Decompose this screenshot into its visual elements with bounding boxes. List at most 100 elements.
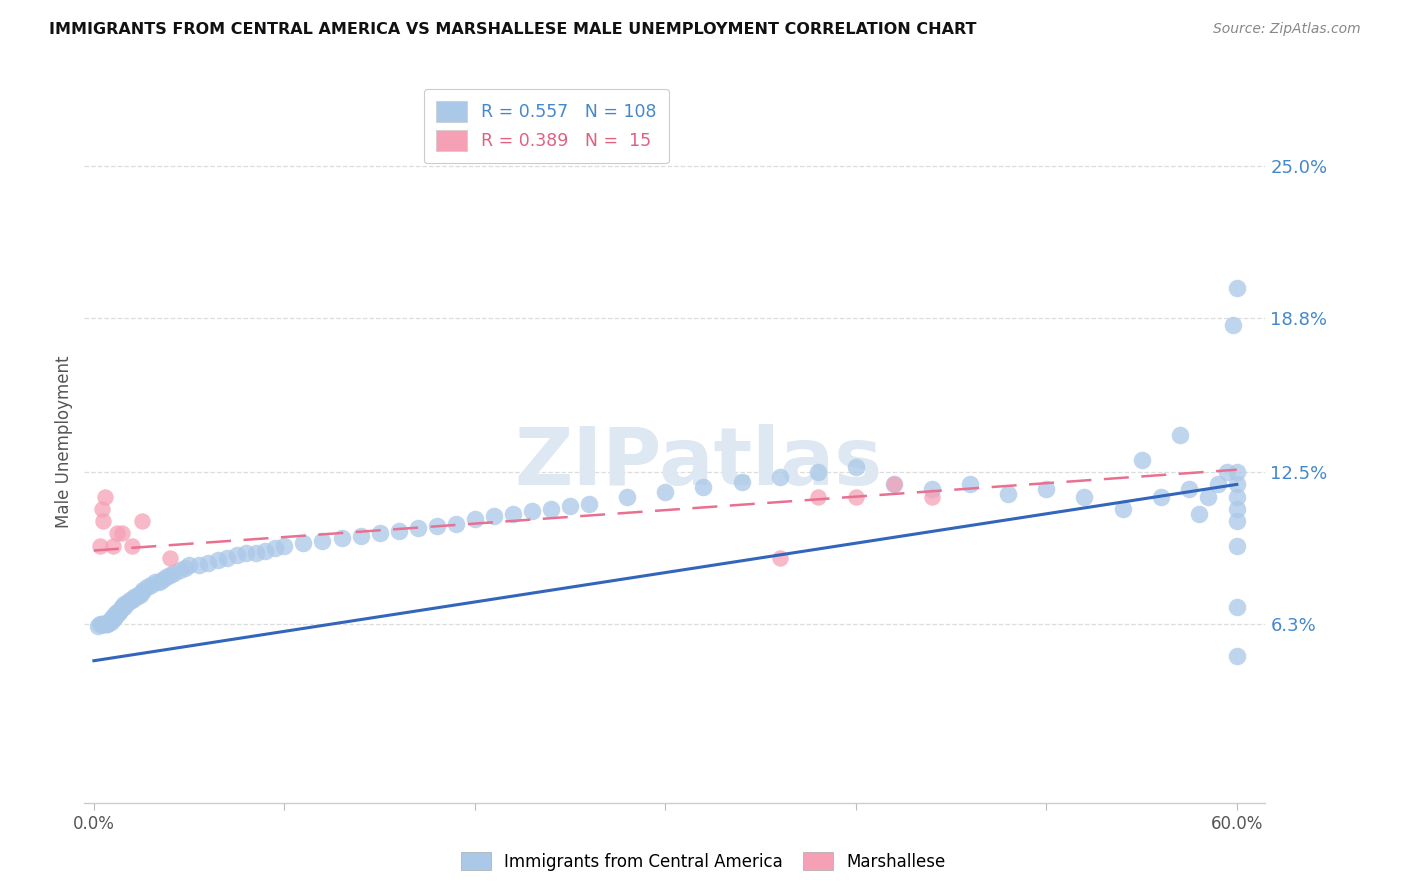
- Point: [105, 605, 128, 619]
- Point: [139, 578, 162, 592]
- Point: [89, 617, 111, 632]
- Point: [558, 500, 581, 514]
- Point: [163, 566, 186, 580]
- Point: [93, 617, 115, 632]
- Point: [807, 490, 830, 504]
- Point: [807, 465, 830, 479]
- Point: [502, 507, 524, 521]
- Point: [98, 615, 121, 629]
- Point: [115, 598, 138, 612]
- Point: [101, 612, 124, 626]
- Point: [482, 509, 505, 524]
- Point: [111, 599, 134, 614]
- Point: [426, 519, 449, 533]
- Point: [1226, 490, 1249, 504]
- Point: [107, 605, 129, 619]
- Point: [155, 570, 177, 584]
- Point: [311, 533, 333, 548]
- Point: [330, 531, 353, 545]
- Point: [292, 536, 315, 550]
- Point: [1226, 514, 1249, 528]
- Legend: R = 0.557   N = 108, R = 0.389   N =  15: R = 0.557 N = 108, R = 0.389 N = 15: [423, 89, 669, 163]
- Point: [100, 612, 122, 626]
- Point: [997, 487, 1019, 501]
- Point: [120, 592, 142, 607]
- Point: [1149, 490, 1171, 504]
- Point: [1130, 453, 1153, 467]
- Point: [96, 617, 118, 632]
- Point: [1111, 502, 1133, 516]
- Point: [104, 609, 127, 624]
- Point: [217, 550, 239, 565]
- Point: [769, 470, 792, 484]
- Point: [111, 526, 134, 541]
- Point: [131, 585, 153, 599]
- Point: [169, 563, 191, 577]
- Point: [101, 609, 124, 624]
- Point: [921, 483, 943, 497]
- Point: [112, 598, 135, 612]
- Point: [616, 490, 638, 504]
- Point: [1226, 465, 1249, 479]
- Text: ZIPatlas: ZIPatlas: [515, 425, 883, 502]
- Point: [110, 602, 132, 616]
- Point: [1073, 490, 1095, 504]
- Point: [93, 514, 115, 528]
- Y-axis label: Male Unemployment: Male Unemployment: [55, 355, 73, 528]
- Point: [136, 580, 159, 594]
- Point: [1226, 648, 1249, 663]
- Point: [1188, 507, 1211, 521]
- Point: [101, 612, 124, 626]
- Point: [159, 550, 181, 565]
- Point: [94, 490, 117, 504]
- Point: [127, 588, 149, 602]
- Point: [1035, 483, 1057, 497]
- Point: [730, 475, 752, 489]
- Point: [254, 543, 277, 558]
- Point: [159, 568, 181, 582]
- Point: [1197, 490, 1219, 504]
- Point: [121, 592, 143, 607]
- Point: [921, 490, 943, 504]
- Point: [105, 526, 128, 541]
- Point: [769, 550, 792, 565]
- Point: [132, 582, 155, 597]
- Point: [148, 575, 170, 590]
- Point: [1226, 539, 1249, 553]
- Point: [1226, 599, 1249, 614]
- Point: [263, 541, 285, 555]
- Point: [444, 516, 467, 531]
- Point: [90, 502, 112, 516]
- Point: [368, 526, 391, 541]
- Point: [117, 595, 139, 609]
- Point: [406, 521, 429, 535]
- Point: [349, 529, 371, 543]
- Point: [107, 605, 129, 619]
- Point: [1226, 281, 1249, 295]
- Point: [883, 477, 905, 491]
- Point: [101, 539, 124, 553]
- Point: [125, 590, 148, 604]
- Point: [245, 546, 267, 560]
- Point: [207, 553, 229, 567]
- Point: [1206, 477, 1229, 491]
- Point: [128, 588, 150, 602]
- Point: [96, 617, 118, 632]
- Point: [98, 615, 121, 629]
- Point: [101, 609, 124, 624]
- Point: [1216, 465, 1239, 479]
- Point: [845, 490, 868, 504]
- Point: [1226, 502, 1249, 516]
- Point: [187, 558, 209, 573]
- Point: [520, 504, 543, 518]
- Point: [388, 524, 411, 538]
- Point: [883, 477, 905, 491]
- Point: [654, 484, 676, 499]
- Point: [122, 590, 145, 604]
- Point: [174, 560, 197, 574]
- Point: [578, 497, 600, 511]
- Point: [94, 617, 117, 632]
- Point: [225, 549, 247, 563]
- Point: [110, 602, 132, 616]
- Point: [1178, 483, 1201, 497]
